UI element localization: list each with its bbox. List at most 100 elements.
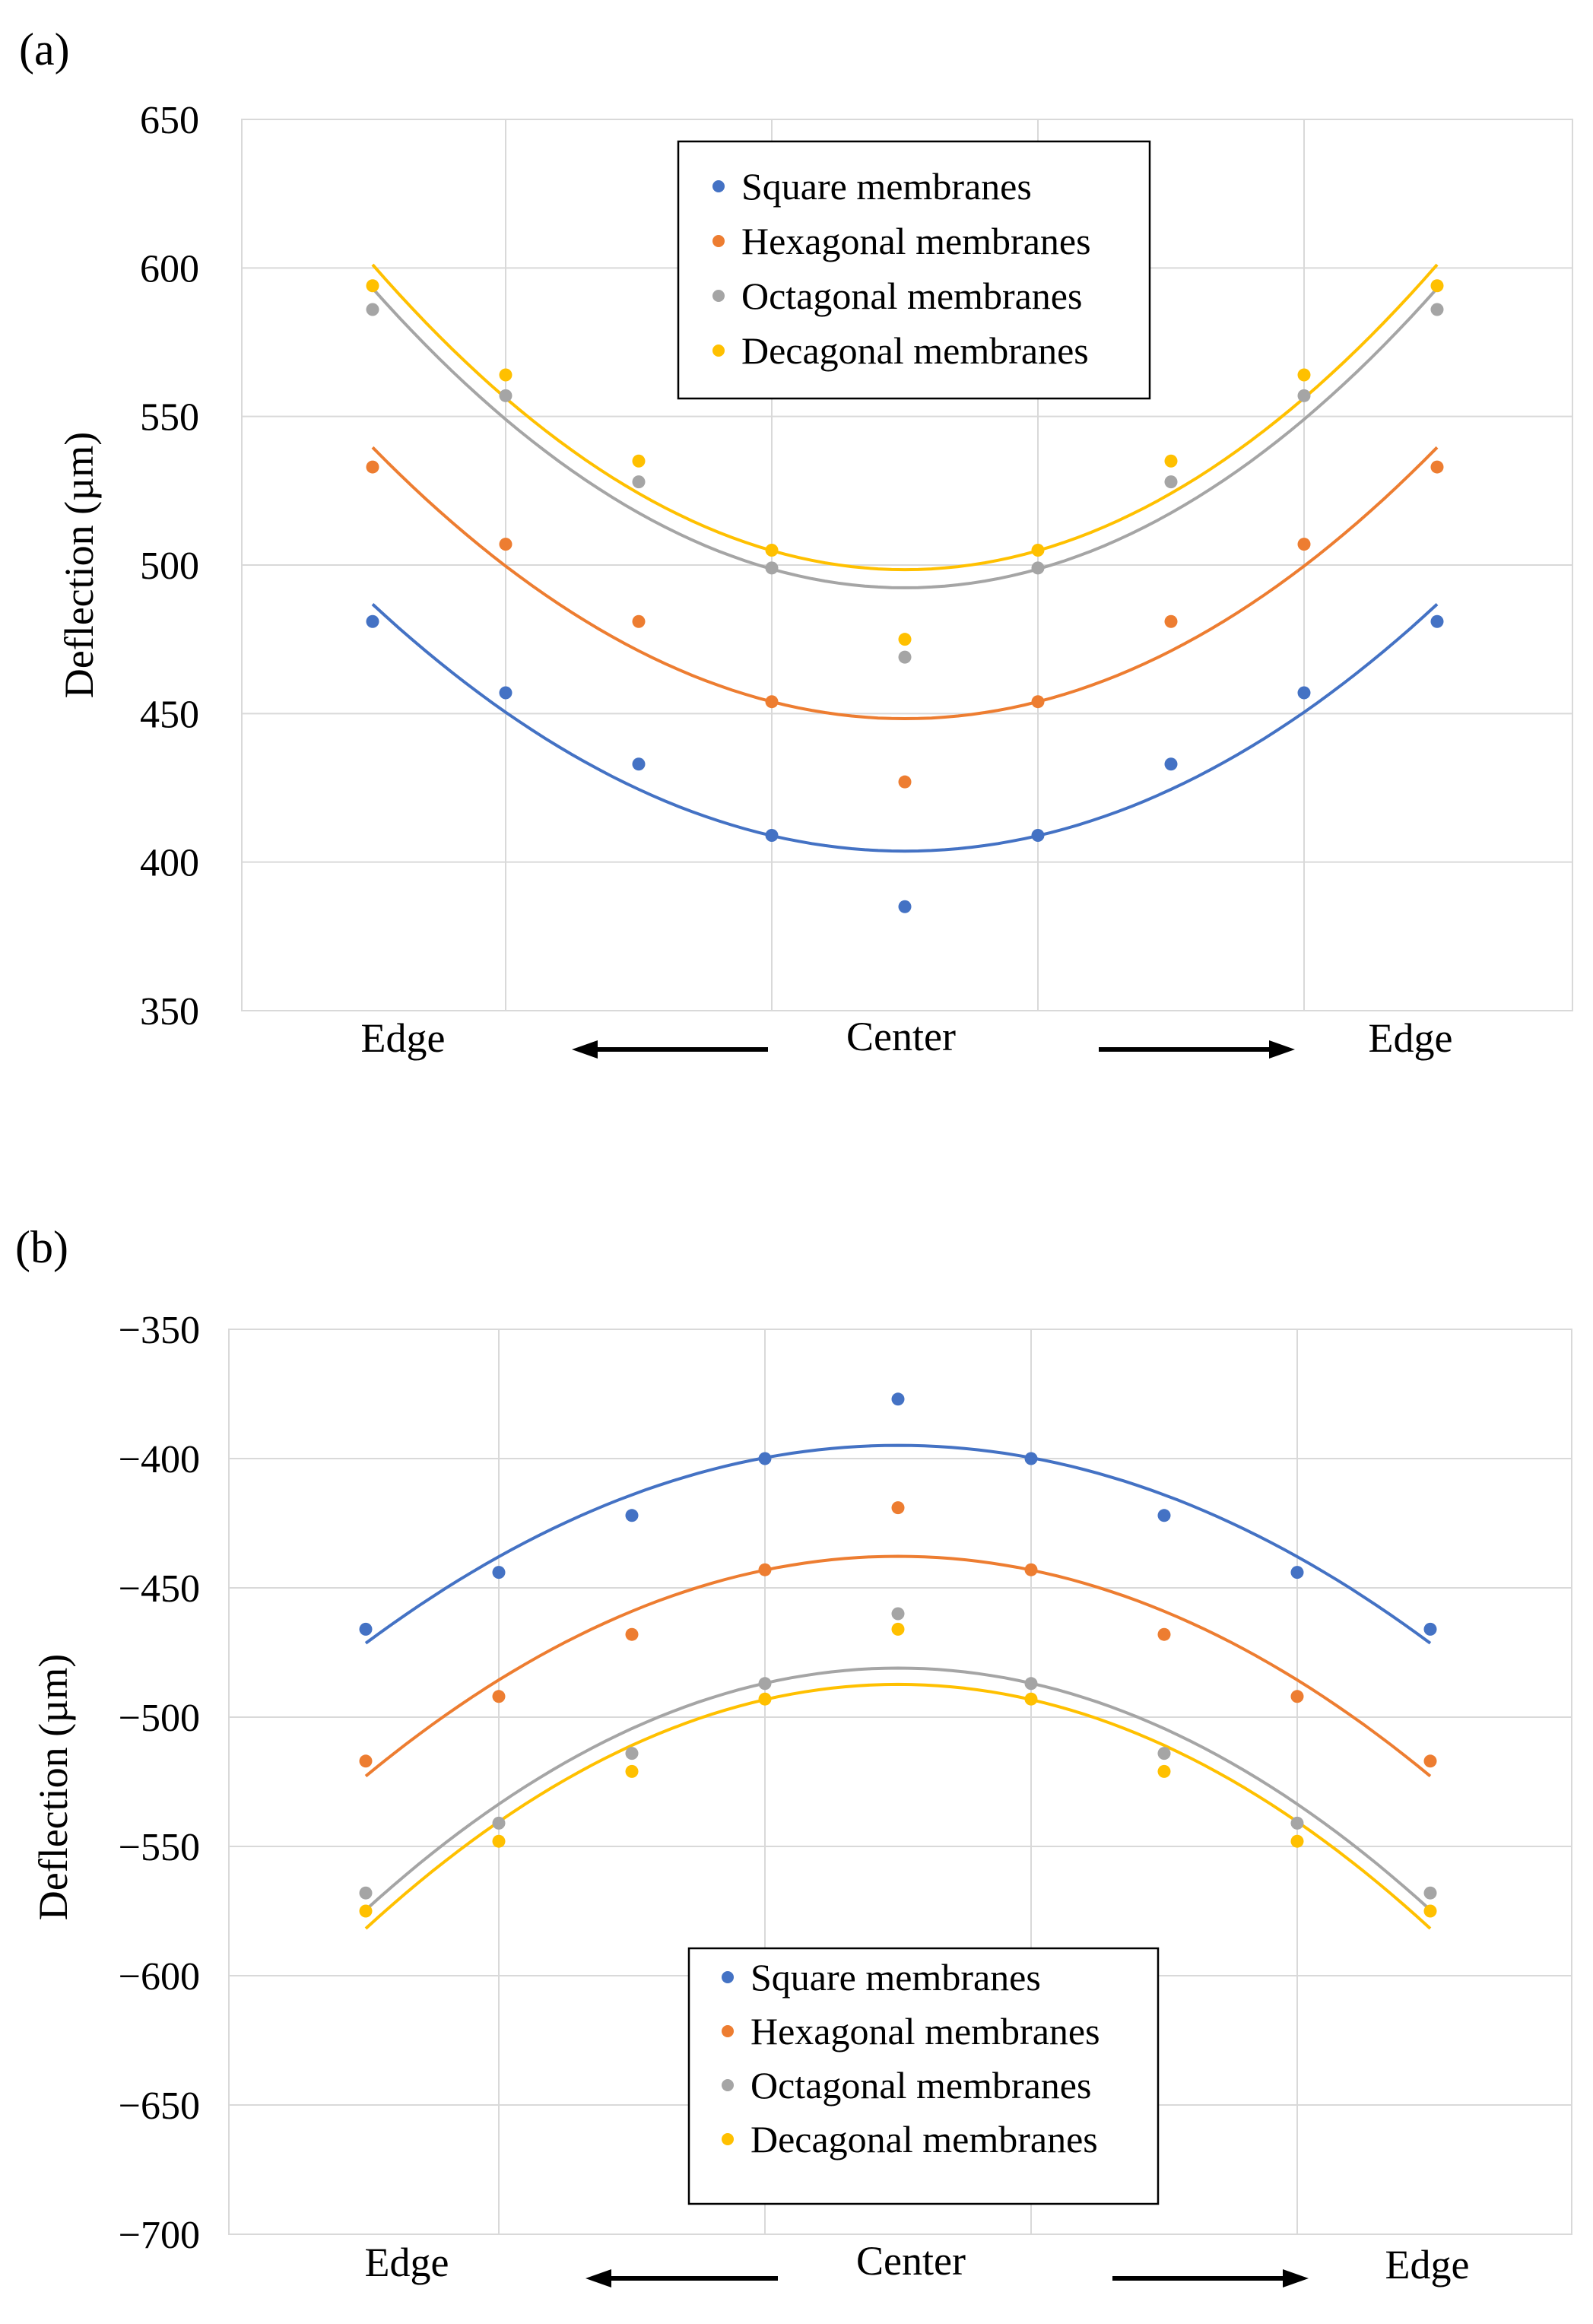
data-point: [1024, 1563, 1038, 1576]
data-point: [1430, 614, 1444, 628]
trendline: [364, 1443, 1432, 1645]
data-point: [1423, 1886, 1437, 1900]
y-tick-label: 500: [140, 544, 199, 588]
data-point: [1430, 460, 1444, 474]
chart-b-ylabel: Deflection (µm): [30, 1654, 76, 1920]
data-point: [366, 279, 379, 293]
data-point: [1031, 543, 1045, 557]
y-tick-label: −400: [119, 1438, 200, 1481]
data-point: [1297, 389, 1311, 402]
data-point: [625, 1764, 639, 1778]
data-point: [366, 614, 379, 628]
data-point: [1297, 368, 1311, 382]
y-tick-label: 650: [140, 99, 199, 142]
legend-label: Square membranes: [750, 1956, 1041, 1999]
data-point: [499, 538, 512, 551]
data-point: [898, 775, 912, 789]
legend-marker: [722, 2133, 734, 2145]
data-point: [758, 1452, 772, 1465]
chart-a-points: [366, 279, 1444, 913]
y-tick-label: −600: [119, 1955, 200, 1999]
legend-label: Decagonal membranes: [750, 2118, 1098, 2160]
chart-a: (a) 350 400 450 500 550 600 650 Deflection (µm…: [19, 24, 1573, 1061]
legend-label: Decagonal membranes: [741, 329, 1089, 372]
data-point: [1164, 614, 1178, 628]
data-point: [499, 686, 512, 700]
chart-b-x-edge-left: Edge: [365, 2240, 449, 2285]
data-point: [891, 1501, 905, 1515]
data-point: [765, 543, 779, 557]
data-point: [891, 1622, 905, 1636]
data-point: [492, 1566, 506, 1579]
data-point: [366, 460, 379, 474]
data-point: [492, 1690, 506, 1703]
trendline: [371, 263, 1439, 572]
legend-marker: [722, 1971, 734, 1983]
trendline: [364, 1554, 1432, 1778]
y-tick-label: −700: [119, 2214, 200, 2257]
data-point: [632, 475, 646, 489]
data-point: [758, 1563, 772, 1576]
left-arrow-icon: [585, 2269, 778, 2287]
panel-label-b: (b): [15, 1222, 68, 1272]
chart-a-trendlines: [371, 263, 1439, 853]
data-point: [492, 1834, 506, 1848]
legend-marker: [712, 344, 725, 357]
chart-b-x-center: Center: [856, 2238, 966, 2284]
data-point: [1423, 1622, 1437, 1636]
data-point: [891, 1392, 905, 1406]
data-point: [765, 829, 779, 843]
legend-marker: [722, 2025, 734, 2037]
data-point: [1024, 1452, 1038, 1465]
y-tick-label: 600: [140, 247, 199, 290]
data-point: [898, 900, 912, 913]
chart-a-y-ticks: 350 400 450 500 550 600 650: [140, 99, 199, 1033]
right-arrow-icon: [1099, 1040, 1295, 1059]
chart-b-x-edge-right: Edge: [1385, 2242, 1470, 2287]
legend-label: Hexagonal membranes: [750, 2010, 1100, 2053]
data-point: [765, 561, 779, 575]
chart-b-points: [359, 1392, 1437, 1918]
data-point: [1157, 1747, 1171, 1760]
data-point: [765, 695, 779, 709]
y-tick-label: 400: [140, 842, 199, 885]
data-point: [758, 1692, 772, 1706]
data-point: [359, 1904, 373, 1918]
data-point: [1290, 1816, 1304, 1830]
data-point: [758, 1677, 772, 1691]
data-point: [625, 1509, 639, 1522]
data-point: [492, 1816, 506, 1830]
data-point: [1031, 561, 1045, 575]
chart-b: (b) −700 −650 −600 −550 −500 −450 −400 −350 Def…: [15, 1222, 1572, 2287]
data-point: [891, 1607, 905, 1621]
legend-marker: [712, 235, 725, 247]
chart-b-legend: Square membranes Hexagonal membranes Octag…: [687, 1947, 1160, 2205]
chart-a-plot-frame: [241, 119, 1573, 1011]
data-point: [1024, 1677, 1038, 1691]
data-point: [1290, 1834, 1304, 1848]
data-point: [366, 303, 379, 316]
trendline: [371, 287, 1439, 589]
y-tick-label: −550: [119, 1826, 200, 1869]
data-point: [898, 650, 912, 664]
data-point: [625, 1627, 639, 1641]
legend-marker: [712, 180, 725, 192]
data-point: [1290, 1690, 1304, 1703]
data-point: [1164, 475, 1178, 489]
data-point: [359, 1754, 373, 1768]
data-point: [1164, 757, 1178, 771]
left-arrow-icon: [572, 1040, 768, 1059]
legend-label: Octagonal membranes: [741, 275, 1082, 317]
data-point: [625, 1747, 639, 1760]
legend-marker: [712, 290, 725, 302]
y-tick-label: −450: [119, 1567, 200, 1611]
legend-label: Square membranes: [741, 165, 1032, 208]
data-point: [632, 614, 646, 628]
y-tick-label: −500: [119, 1697, 200, 1740]
chart-b-trendlines: [364, 1443, 1432, 1930]
right-arrow-icon: [1112, 2269, 1309, 2287]
data-point: [1290, 1566, 1304, 1579]
chart-b-y-ticks: −700 −650 −600 −550 −500 −450 −400 −350: [119, 1309, 200, 2257]
chart-a-legend: Square membranes Hexagonal membranes Octag…: [677, 140, 1151, 400]
